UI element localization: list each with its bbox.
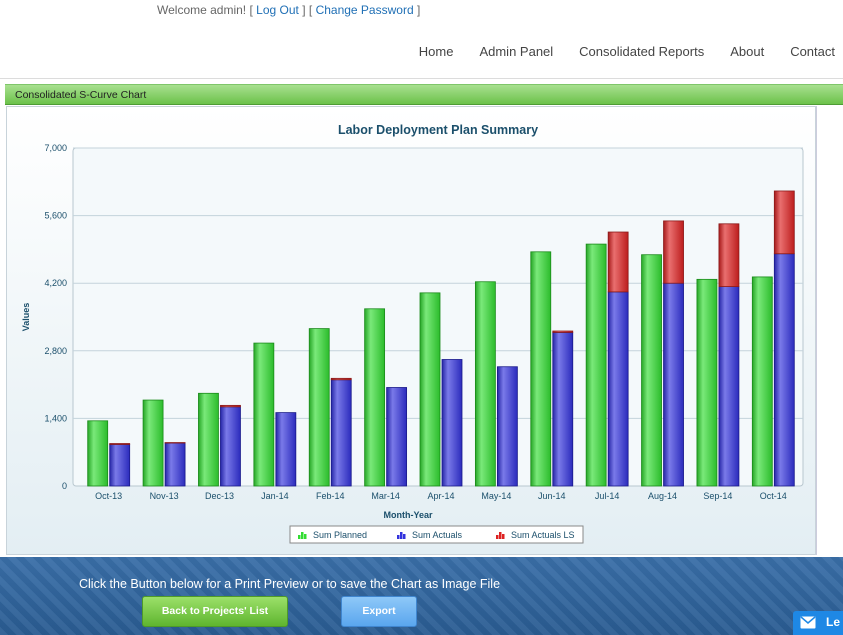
legend-icon-bar <box>397 535 400 539</box>
legend-icon-bar <box>499 532 502 539</box>
bar-sum-actuals <box>663 282 684 487</box>
y-axis-label: Values <box>21 303 31 332</box>
back-to-projects-button[interactable]: Back to Projects' List <box>142 596 288 627</box>
x-tick-label: Jun-14 <box>538 491 566 501</box>
bar-sum-actuals-ls <box>552 330 574 333</box>
x-tick-label: Feb-14 <box>316 491 345 501</box>
y-tick-label: 1,400 <box>44 413 67 423</box>
bar-sum-planned <box>751 276 773 487</box>
legend-icon-bar <box>298 535 301 539</box>
bar-sum-actuals-ls <box>663 220 684 284</box>
bar-sum-actuals-ls <box>773 190 795 255</box>
nav-contact[interactable]: Contact <box>790 44 835 59</box>
bar-sum-planned <box>142 399 164 487</box>
bar-sum-actuals-ls <box>109 443 131 445</box>
bar-sum-actuals <box>607 291 629 487</box>
bar-sum-actuals <box>552 332 574 487</box>
change-password-link[interactable]: Change Password <box>315 3 414 17</box>
legend-icon-bar <box>400 532 403 539</box>
bar-sum-actuals <box>275 412 297 487</box>
bar-sum-actuals <box>109 444 131 487</box>
side-strip <box>816 106 843 555</box>
x-tick-label: May-14 <box>481 491 511 501</box>
welcome-bar: Welcome admin! [ Log Out ] [ Change Pass… <box>157 3 420 17</box>
bar-sum-actuals <box>386 387 408 487</box>
panel-title: Consolidated S-Curve Chart <box>15 89 147 101</box>
chart-panel: Labor Deployment Plan Summary 0 1,400 2,800… <box>6 106 816 555</box>
bar-sum-actuals <box>330 379 352 487</box>
link-suffix: ] <box>416 3 421 17</box>
mail-icon <box>800 616 816 629</box>
x-tick-label: Jul-14 <box>595 491 620 501</box>
footer-message: Click the Button below for a Print Previ… <box>79 577 501 591</box>
x-tick-label: Oct-14 <box>760 491 787 501</box>
bar-sum-planned <box>198 392 219 487</box>
footer: Click the Button below for a Print Previ… <box>0 557 843 635</box>
header-divider <box>0 78 843 79</box>
x-tick-label: Sep-14 <box>703 491 732 501</box>
bar-sum-planned <box>87 420 109 487</box>
bar-sum-actuals <box>220 406 241 487</box>
chart: Labor Deployment Plan Summary 0 1,400 2,800… <box>21 123 804 544</box>
main-nav: Home Admin Panel Consolidated Reports Ab… <box>393 44 835 59</box>
bar-sum-actuals <box>441 359 463 487</box>
bar-sum-planned <box>364 308 386 487</box>
chat-label: Le <box>826 615 841 629</box>
bar-sum-planned <box>696 278 718 487</box>
bar-sum-actuals-ls <box>607 231 629 293</box>
legend-label: Sum Planned <box>313 530 367 540</box>
x-tick-label: Mar-14 <box>371 491 400 501</box>
bar-sum-actuals-ls <box>718 223 740 287</box>
y-tick-label: 0 <box>62 481 67 491</box>
legend-icon-bar <box>496 535 499 539</box>
bar-sum-actuals <box>164 442 186 487</box>
bar-sum-planned <box>585 243 607 487</box>
chat-widget[interactable]: Le <box>793 611 843 635</box>
x-axis-label: Month-Year <box>383 510 433 520</box>
export-button[interactable]: Export <box>341 596 417 627</box>
nav-home[interactable]: Home <box>418 44 454 59</box>
x-tick-label: Dec-13 <box>205 491 234 501</box>
welcome-text: Welcome admin! [ <box>157 3 253 17</box>
y-tick-label: 2,800 <box>44 346 67 356</box>
legend-icon-bar <box>301 532 304 539</box>
bar-sum-planned <box>253 342 275 487</box>
bar-sum-actuals <box>496 366 518 487</box>
panel-title-bar: Consolidated S-Curve Chart <box>5 84 843 105</box>
legend-icon-bar <box>403 534 406 539</box>
y-tick-label: 7,000 <box>44 143 67 153</box>
nav-about[interactable]: About <box>730 44 765 59</box>
bar-sum-actuals-ls <box>330 377 352 381</box>
bar-sum-planned <box>474 281 496 487</box>
bar-sum-actuals <box>773 253 795 487</box>
bar-sum-planned <box>530 251 552 487</box>
y-tick-label: 4,200 <box>44 278 67 288</box>
nav-admin-panel[interactable]: Admin Panel <box>479 44 554 59</box>
bar-sum-planned <box>641 254 662 487</box>
legend-label: Sum Actuals LS <box>511 530 575 540</box>
logout-link[interactable]: Log Out <box>256 3 299 17</box>
legend-icon-bar <box>304 534 307 539</box>
legend-label: Sum Actuals <box>412 530 463 540</box>
x-tick-label: Nov-13 <box>150 491 179 501</box>
y-tick-label: 5,600 <box>44 211 67 221</box>
legend-box <box>289 525 584 544</box>
legend-icon-bar <box>502 534 505 539</box>
link-separator: ] [ <box>302 3 313 17</box>
bar-sum-actuals-ls <box>220 404 241 408</box>
x-tick-label: Aug-14 <box>648 491 677 501</box>
nav-consolidated-reports[interactable]: Consolidated Reports <box>579 44 705 59</box>
bar-sum-planned <box>419 292 441 487</box>
bar-sum-actuals <box>718 286 740 487</box>
x-tick-label: Apr-14 <box>427 491 454 501</box>
x-tick-label: Jan-14 <box>261 491 289 501</box>
chart-title: Labor Deployment Plan Summary <box>338 123 538 137</box>
bar-sum-planned <box>308 328 330 487</box>
x-tick-label: Oct-13 <box>95 491 122 501</box>
